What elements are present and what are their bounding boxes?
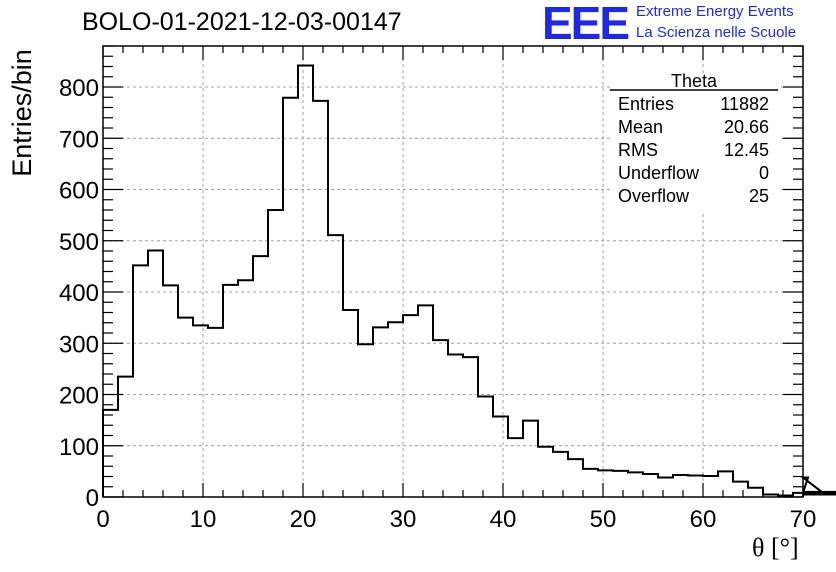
stats-label: Mean [618,117,663,137]
x-tick-label: 40 [490,506,517,533]
logo-line-1: Extreme Energy Events [636,3,794,20]
x-tick-labels: 0 10 20 30 40 50 60 70 [96,506,816,533]
histogram-bin [103,410,118,497]
y-tick-label: 100 [59,434,99,461]
stats-label: Overflow [618,186,690,206]
histogram-bin [163,285,178,497]
histogram-bin [463,357,478,497]
histogram-bin [208,328,223,497]
y-tick-labels: 0 100 200 300 400 500 600 700 800 [59,75,99,512]
histogram-bin [493,417,508,497]
x-tick-label: 30 [390,506,417,533]
histogram-bin [133,265,148,497]
histogram-bin [523,421,538,497]
y-tick-label: 700 [59,126,99,153]
histogram-bin [238,280,253,497]
histogram-bin [313,101,328,497]
histogram-bin [718,471,733,497]
x-axis-label: θ [°] [752,533,799,562]
histogram-bin [688,475,703,497]
stats-value: 20.66 [724,117,769,137]
histogram-bin [613,471,628,497]
histogram-step-line [102,64,836,497]
histogram-bin [178,318,193,497]
x-tick-label: 50 [590,506,617,533]
stats-value: 11882 [720,94,769,114]
y-tick-label: 500 [59,229,99,256]
histogram-bin [193,325,208,497]
histogram-bin [508,438,523,497]
stats-label: Underflow [618,163,700,183]
stats-box: Theta Entries 11882 Mean 20.66 RMS 12.45 Under… [610,71,778,213]
y-tick-label: 600 [59,178,99,205]
y-tick-label: 0 [86,485,99,512]
axis-ticks [102,45,804,498]
histogram-bin [658,478,673,497]
histogram-bin [373,327,388,497]
histogram-bin [748,488,763,497]
histogram-bin [253,256,268,497]
stats-value: 12.45 [724,140,769,160]
x-tick-label: 70 [790,506,817,533]
histogram-bin [283,98,298,497]
logo-line-2: La Scienza nelle Scuole [636,24,797,41]
y-tick-label: 200 [59,383,99,410]
histogram-bin [433,340,448,497]
histogram-bin [358,344,373,497]
histogram-bin [733,482,748,497]
histogram-bin [583,469,598,497]
x-tick-label: 20 [290,506,317,533]
stats-value: 25 [749,186,769,206]
x-tick-label: 10 [190,506,217,533]
stats-label: Entries [618,94,674,114]
histogram-bin [298,65,313,497]
histogram-bin [703,476,718,497]
x-tick-label: 60 [690,506,717,533]
stats-value: 0 [759,163,769,183]
histogram-bin [343,310,358,497]
y-tick-label: 400 [59,280,99,307]
histogram-bin [388,322,403,497]
histogram-bin [148,250,163,497]
chart-title: BOLO-01-2021-12-03-00147 [82,8,402,36]
stats-label: RMS [618,140,658,160]
histogram-bin [268,210,283,497]
histogram-bin [553,452,568,497]
histogram-bin [538,447,553,497]
histogram-bin [478,397,493,497]
histogram-bin [448,355,463,497]
histogram-bin [328,235,343,497]
x-tick-label: 0 [96,506,109,533]
histogram-bin [403,315,418,497]
histogram-bin [643,474,658,497]
histogram-bin [673,475,688,497]
y-tick-label: 300 [59,331,99,358]
histogram-bin [568,459,583,497]
histogram-bin [598,470,613,497]
eee-logo: EEE [542,0,630,49]
y-tick-label: 800 [59,75,99,102]
histogram-bin [418,305,433,497]
stats-box-name: Theta [671,71,718,91]
histogram-bin [628,472,643,497]
histogram-bin [223,285,238,497]
